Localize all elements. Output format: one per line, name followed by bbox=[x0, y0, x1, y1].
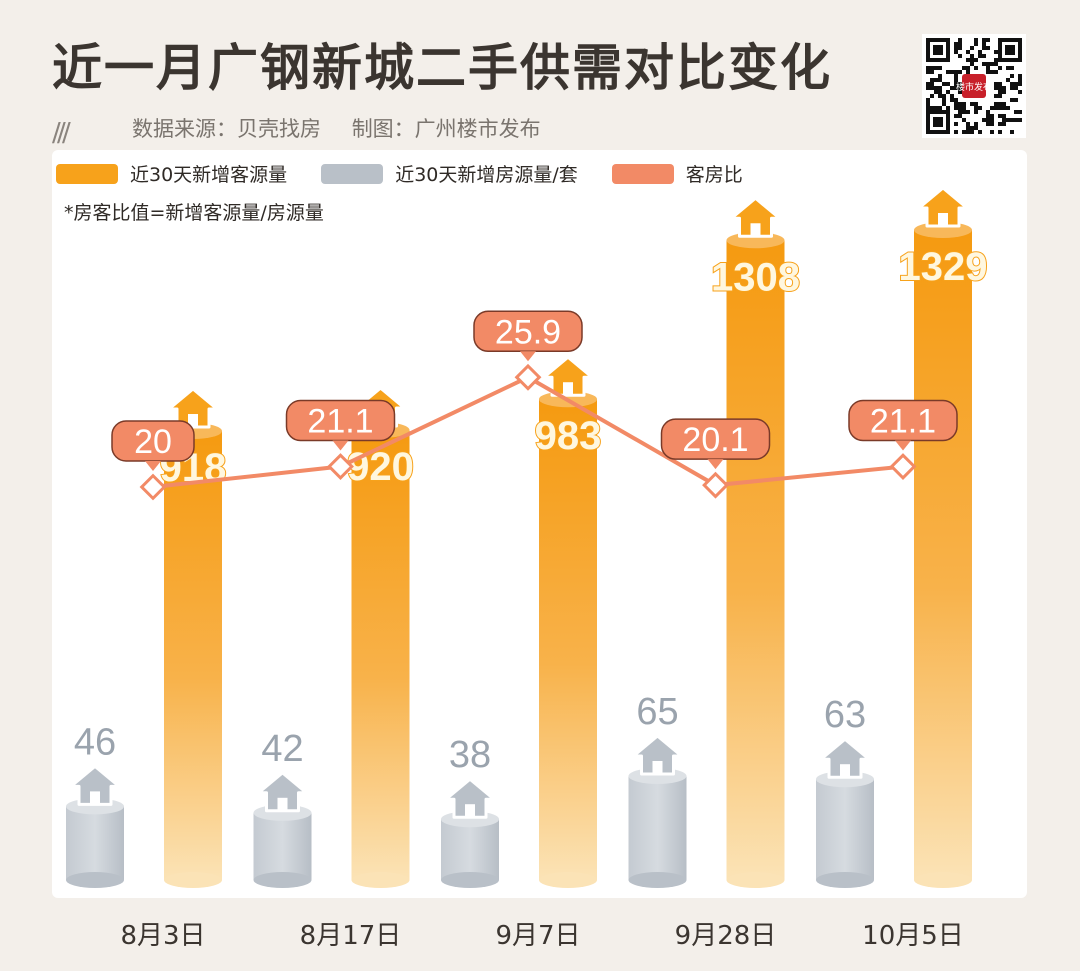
ratio-callout: 21.1 bbox=[285, 399, 396, 451]
supply-bar-body bbox=[66, 806, 124, 880]
demand-bar-body bbox=[164, 431, 222, 880]
supply-value-label: 63 bbox=[824, 694, 866, 736]
ratio-value-label: 25.9 bbox=[495, 313, 561, 351]
ratio-callout: 21.1 bbox=[848, 399, 958, 451]
supply-value-label: 38 bbox=[449, 734, 491, 776]
demand-bar bbox=[726, 196, 785, 888]
ratio-value-label: 20 bbox=[134, 423, 172, 461]
legend-label-demand: 近30天新增客源量 bbox=[130, 164, 288, 186]
legend-swatch-ratio bbox=[611, 163, 674, 184]
qr-code: 楼市发布 bbox=[922, 34, 1026, 138]
data-source: 数据来源：贝壳找房 bbox=[132, 117, 321, 141]
ratio-marker bbox=[327, 453, 354, 480]
supply-bars: 46 42 38 65 63 bbox=[66, 691, 874, 888]
house-icon bbox=[444, 777, 496, 819]
house-icon bbox=[819, 737, 871, 779]
ratio-marker bbox=[514, 363, 542, 391]
supply-bar bbox=[66, 764, 124, 888]
x-tick-label: 9月28日 bbox=[674, 921, 777, 951]
ratio-marker bbox=[889, 453, 917, 480]
demand-bar-body bbox=[914, 230, 972, 880]
supply-value-label: 65 bbox=[636, 691, 678, 733]
demand-bar-body bbox=[351, 430, 410, 880]
x-tick-label: 8月3日 bbox=[120, 921, 206, 951]
ratio-marker bbox=[139, 473, 167, 501]
supply-bar-body bbox=[628, 776, 687, 880]
supply-bar-body bbox=[816, 779, 874, 880]
supply-bar-body bbox=[441, 819, 499, 880]
supply-bar bbox=[628, 734, 687, 888]
legend: 近30天新增客源量 近30天新增房源量/套 客房比 bbox=[56, 160, 777, 187]
house-icon bbox=[917, 186, 969, 228]
ratio-marker bbox=[702, 471, 729, 499]
demand-value-label: 983 bbox=[535, 414, 602, 458]
demand-value-label: 920 bbox=[347, 445, 414, 489]
legend-item-demand: 近30天新增客源量 bbox=[56, 160, 287, 187]
legend-item-supply: 近30天新增房源量/套 bbox=[321, 160, 578, 187]
demand-bar bbox=[164, 387, 222, 888]
page-title: 近一月广钢新城二手供需对比变化 bbox=[52, 39, 832, 97]
ratio-value-label: 21.1 bbox=[870, 403, 936, 441]
supply-value-label: 42 bbox=[261, 728, 303, 770]
ratio-value-label: 20.1 bbox=[682, 421, 748, 459]
supply-bar bbox=[816, 737, 874, 888]
ratio-line: 20 21.1 25.9 20.1 21.1 bbox=[111, 310, 958, 501]
x-tick-label: 8月17日 bbox=[299, 921, 402, 951]
chart-credit: 制图：广州楼市发布 bbox=[351, 117, 541, 141]
qr-badge-text: 楼市发布 bbox=[956, 81, 992, 93]
ratio-callout: 20.1 bbox=[660, 418, 771, 470]
ratio-value-label: 21.1 bbox=[307, 403, 373, 441]
demand-bar bbox=[914, 186, 972, 888]
chart-note: *房客比值=新增客源量/房源量 bbox=[64, 202, 324, 224]
supply-bar-body bbox=[253, 812, 312, 880]
legend-swatch-demand bbox=[56, 163, 118, 184]
ratio-line-path bbox=[152, 375, 904, 489]
x-tick-label: 10月5日 bbox=[862, 921, 964, 951]
qr-pattern bbox=[926, 38, 1022, 134]
supply-value-label: 46 bbox=[74, 721, 116, 763]
ratio-callout: 20 bbox=[111, 420, 195, 471]
qr-badge bbox=[962, 74, 986, 98]
demand-bar-body bbox=[539, 399, 597, 880]
house-icon bbox=[632, 734, 683, 776]
supply-bar bbox=[441, 777, 499, 888]
house-icon bbox=[542, 355, 594, 397]
source-line: 数据来源：贝壳找房 制图：广州楼市发布 bbox=[132, 113, 541, 143]
demand-value-label: 1308 bbox=[711, 255, 800, 299]
legend-label-supply: 近30天新增房源量/套 bbox=[395, 164, 578, 186]
ratio-callout: 25.9 bbox=[473, 310, 583, 362]
house-icon bbox=[167, 387, 219, 429]
house-icon bbox=[257, 771, 308, 813]
x-tick-label: 9月7日 bbox=[495, 921, 581, 951]
demand-value-label: 1329 bbox=[899, 245, 988, 289]
demand-bar bbox=[539, 355, 597, 888]
supply-bar bbox=[253, 771, 312, 888]
legend-swatch-supply bbox=[321, 163, 384, 184]
house-icon bbox=[69, 764, 121, 806]
legend-label-ratio: 客房比 bbox=[685, 164, 743, 186]
demand-bar-body bbox=[726, 240, 785, 880]
legend-item-ratio: 客房比 bbox=[611, 160, 743, 187]
house-icon bbox=[730, 196, 781, 238]
